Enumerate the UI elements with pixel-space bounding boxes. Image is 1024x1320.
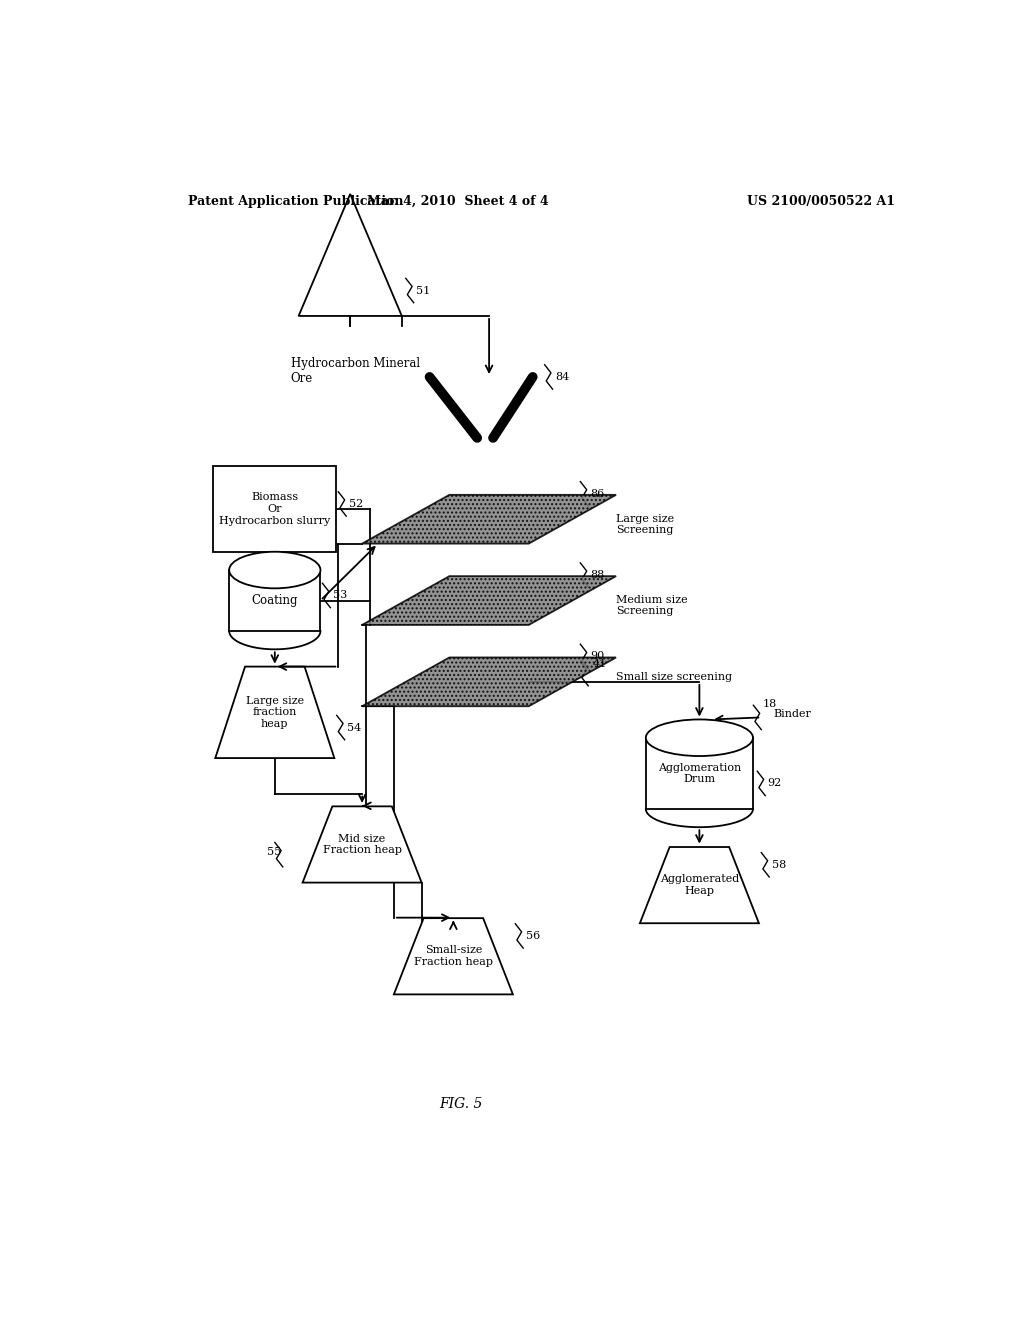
Text: Binder: Binder [773,709,811,719]
Text: Small size screening: Small size screening [616,672,732,681]
Text: 51: 51 [416,285,430,296]
Bar [213,466,336,552]
Text: Mar. 4, 2010  Sheet 4 of 4: Mar. 4, 2010 Sheet 4 of 4 [367,194,548,207]
Text: 56: 56 [525,931,540,941]
Text: Large size
fraction
heap: Large size fraction heap [246,696,304,729]
Text: 84: 84 [555,372,569,381]
Text: Medium size
Screening: Medium size Screening [616,595,688,616]
Text: 58: 58 [772,859,785,870]
Text: 54: 54 [347,722,361,733]
Text: FIG. 5: FIG. 5 [439,1097,483,1110]
Text: Agglomerated
Heap: Agglomerated Heap [659,874,739,896]
Text: 90: 90 [591,652,605,661]
Text: Coating: Coating [252,594,298,607]
Bar [229,570,321,631]
Polygon shape [640,847,759,923]
Ellipse shape [229,552,321,589]
Text: 52: 52 [348,499,362,510]
Ellipse shape [646,719,753,756]
Text: Small-size
Fraction heap: Small-size Fraction heap [414,945,493,968]
Text: Mid size
Fraction heap: Mid size Fraction heap [323,834,401,855]
Text: Agglomeration
Drum: Agglomeration Drum [657,763,741,784]
Polygon shape [303,807,422,883]
Text: 88: 88 [591,570,605,579]
Polygon shape [362,495,616,544]
Polygon shape [215,667,334,758]
Text: Large size
Screening: Large size Screening [616,513,674,535]
Text: 55: 55 [267,846,282,857]
Polygon shape [362,657,616,706]
Polygon shape [362,576,616,624]
Polygon shape [394,919,513,994]
Text: 18: 18 [763,700,777,709]
Text: 86: 86 [591,488,605,499]
Text: US 2100/0050522 A1: US 2100/0050522 A1 [748,194,895,207]
Text: Biomass
Or
Hydrocarbon slurry: Biomass Or Hydrocarbon slurry [219,492,331,525]
Text: 41: 41 [592,659,606,669]
Text: Hydrocarbon Mineral
Ore: Hydrocarbon Mineral Ore [291,356,420,384]
Text: 53: 53 [333,590,347,601]
Bar [646,738,753,809]
Text: 92: 92 [768,779,782,788]
Text: Patent Application Publication: Patent Application Publication [187,194,403,207]
